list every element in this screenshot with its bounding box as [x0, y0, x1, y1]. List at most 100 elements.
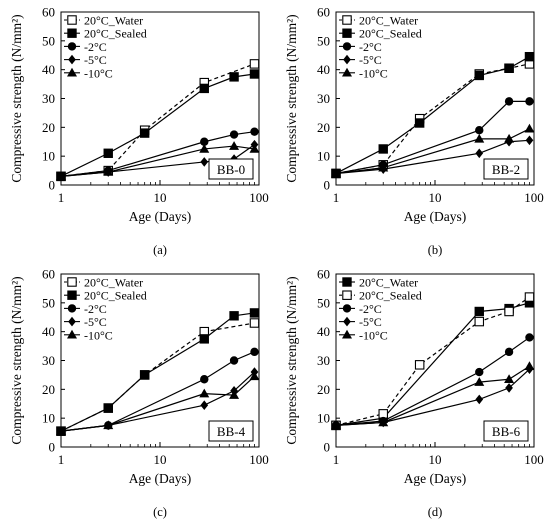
legend-label-2-c: -2°C — [84, 40, 107, 54]
legend-marker-20-c-sealed — [67, 290, 77, 300]
data-point-10-c — [504, 133, 515, 143]
data-point-10-c — [199, 143, 210, 153]
data-point-10-c — [474, 377, 485, 386]
x-tick-label-100: 100 — [249, 190, 269, 205]
data-point-5-c — [200, 157, 209, 167]
data-point-2-c — [250, 347, 259, 357]
x-tick-label-1: 1 — [58, 452, 65, 467]
y-tick-label-10: 10 — [42, 411, 55, 426]
legend-marker-20-c-sealed — [342, 290, 352, 300]
panel-label: (c) — [153, 505, 167, 519]
data-point-20-c-sealed — [414, 360, 425, 370]
x-axis-label: Age (Days) — [129, 209, 192, 224]
legend-marker-2-c — [342, 304, 352, 313]
legend-label-20-c-sealed: 20°C_Sealed — [359, 27, 422, 41]
legend-label-20-c-water: 20°C_Water — [359, 14, 418, 28]
y-tick-label-30: 30 — [317, 91, 330, 106]
chart-panel-bb-0: 0 10 20 30 40 50 60 1 10 100 Age (Days) Compressive… — [9, 5, 269, 258]
y-tick-label-20: 20 — [42, 382, 55, 397]
data-point-5-c — [475, 148, 484, 159]
data-point-20-c-water — [474, 306, 484, 317]
legend-marker-20-c-water — [67, 277, 77, 287]
data-point-20-c-sealed — [103, 148, 113, 158]
data-point-2-c — [504, 97, 514, 106]
y-tick-label-60: 60 — [317, 267, 330, 282]
legend-marker-5-c — [68, 316, 76, 327]
legend-marker-2-c — [342, 42, 352, 51]
y-tick-label-50: 50 — [42, 33, 55, 48]
data-point-10-c — [103, 420, 114, 430]
legend-label-5-c: -5°C — [84, 315, 107, 329]
x-tick-label-10: 10 — [154, 190, 167, 205]
legend-marker-10-c — [67, 329, 77, 339]
data-point-2-c — [250, 127, 259, 136]
legend-marker-5-c — [343, 54, 351, 65]
data-point-10-c — [199, 388, 210, 398]
legend-label-5-c: -5°C — [359, 53, 382, 67]
data-point-2-c — [475, 367, 484, 377]
legend-label-2-c: -2°C — [359, 302, 382, 316]
y-tick-label-60: 60 — [42, 5, 55, 20]
y-tick-label-30: 30 — [317, 353, 330, 368]
data-point-2-c — [200, 137, 209, 146]
legend-label-10-c: -10°C — [359, 66, 388, 80]
data-point-5-c — [505, 383, 513, 393]
data-point-20-c-sealed — [103, 403, 113, 413]
data-point-20-c-sealed — [229, 311, 239, 321]
specimen-box — [208, 420, 254, 442]
data-point-20-c-sealed — [474, 316, 485, 327]
series-line-2-c — [60, 351, 255, 432]
y-tick-label-40: 40 — [42, 324, 55, 339]
panel-label: (a) — [153, 243, 167, 257]
y-tick-label-50: 50 — [317, 295, 330, 310]
data-point-5-c — [475, 394, 484, 405]
y-tick-label-0: 0 — [49, 440, 56, 455]
y-tick-label-0: 0 — [49, 178, 56, 193]
specimen-box — [483, 420, 529, 442]
y-tick-label-50: 50 — [317, 33, 330, 48]
specimen-label: BB-2 — [492, 162, 520, 177]
x-tick-label-10: 10 — [154, 452, 167, 467]
series-line-2-c — [335, 336, 530, 426]
x-axis-label: Age (Days) — [404, 209, 467, 224]
data-point-5-c — [200, 400, 209, 410]
data-point-20-c-sealed — [139, 128, 150, 138]
data-point-20-c-sealed — [524, 51, 535, 62]
y-tick-label-20: 20 — [317, 382, 330, 397]
legend-marker-2-c — [67, 304, 77, 313]
data-point-20-c-sealed — [414, 118, 425, 128]
y-tick-label-10: 10 — [317, 149, 330, 164]
chart-panel-bb-4: 0 10 20 30 40 50 60 1 10 100 Age (Days) Compressive… — [9, 267, 269, 520]
x-tick-label-100: 100 — [249, 452, 269, 467]
data-point-20-c-water — [249, 318, 260, 328]
data-point-10-c — [56, 171, 66, 181]
legend-marker-10-c — [67, 67, 77, 77]
panel-label: (d) — [428, 505, 443, 519]
legend-label-2-c: -2°C — [359, 40, 382, 54]
chart-panel-bb-2: 0 10 20 30 40 50 60 1 10 100 Age (Days) Compressive… — [284, 5, 544, 258]
legend-label-20-c-sealed: 20°C_Sealed — [84, 289, 147, 303]
data-point-10-c — [474, 133, 485, 143]
legend-label-20-c-water: 20°C_Water — [84, 276, 143, 290]
y-tick-label-60: 60 — [317, 5, 330, 20]
legend-label-10-c: -10°C — [84, 328, 113, 342]
data-point-2-c — [200, 375, 209, 384]
data-point-20-c-sealed — [504, 63, 514, 73]
y-tick-label-40: 40 — [42, 62, 55, 77]
specimen-box — [483, 158, 529, 180]
x-tick-label-100: 100 — [524, 190, 544, 205]
legend-marker-20-c-sealed — [67, 28, 77, 38]
data-point-10-c — [229, 141, 240, 150]
legend-marker-20-c-water — [67, 15, 77, 25]
x-tick-label-1: 1 — [333, 190, 340, 205]
data-point-5-c — [525, 135, 534, 146]
y-tick-label-50: 50 — [42, 295, 55, 310]
data-point-10-c — [331, 168, 341, 178]
specimen-box — [208, 158, 254, 180]
data-point-20-c-sealed — [229, 72, 239, 82]
data-point-20-c-sealed — [378, 409, 388, 419]
data-point-20-c-water — [249, 59, 260, 69]
data-point-10-c — [56, 426, 66, 435]
y-tick-label-30: 30 — [42, 91, 55, 106]
y-tick-label-40: 40 — [317, 324, 330, 339]
